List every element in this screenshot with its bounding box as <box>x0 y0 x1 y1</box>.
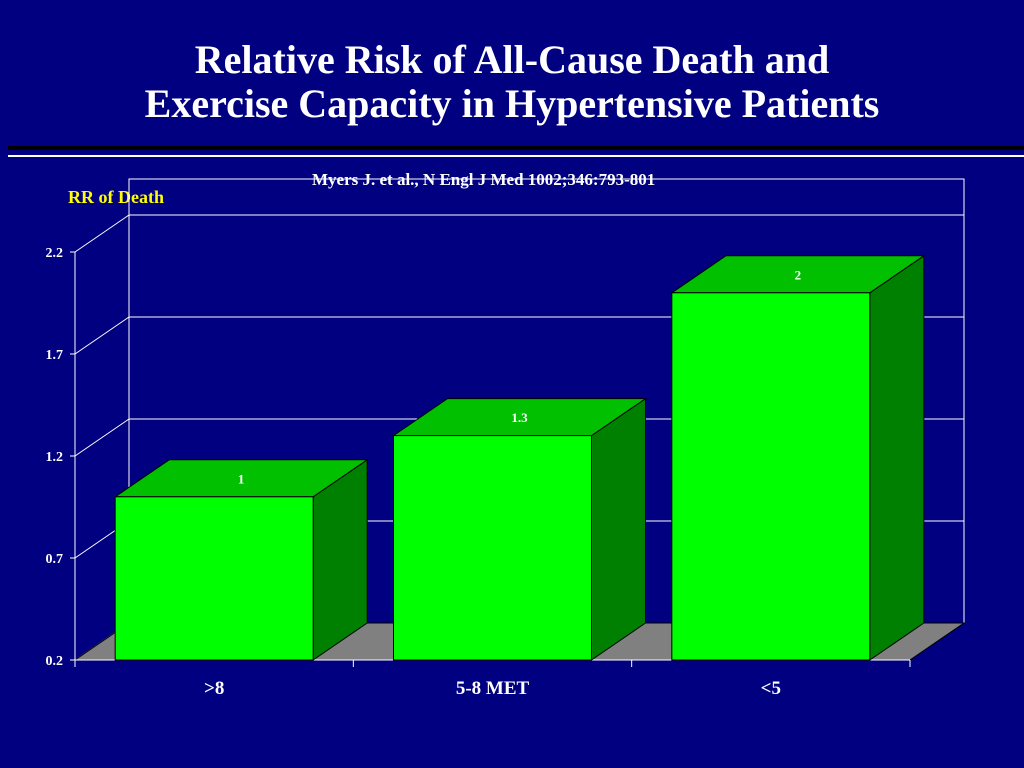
y-tick-label: 1.7 <box>46 348 64 363</box>
title-line-1: Relative Risk of All-Cause Death and <box>194 37 830 82</box>
bar-data-label: 2 <box>795 267 802 282</box>
bar-side <box>869 254 925 661</box>
bar-data-label: 1.3 <box>511 410 528 425</box>
y-axis-title: RR of Death <box>68 187 164 207</box>
y-tick-label: 0.7 <box>46 552 64 567</box>
x-category-label: <5 <box>761 678 781 699</box>
title-divider-dark <box>8 146 1024 150</box>
bar-data-label: 1 <box>238 471 245 486</box>
title-line-2: Exercise Capacity in Hypertensive Patien… <box>144 81 880 126</box>
bar-side <box>591 397 646 661</box>
back-wall-frame <box>128 178 965 623</box>
title-divider-light <box>8 155 1024 157</box>
bar <box>114 496 314 661</box>
gridline-side <box>74 214 130 253</box>
gridline-side <box>74 316 130 355</box>
y-tick-label: 1.2 <box>46 450 64 465</box>
y-tick-label: 0.2 <box>46 654 64 669</box>
bar <box>393 435 592 661</box>
x-category-label: >8 <box>204 678 224 699</box>
bar <box>671 292 871 661</box>
y-tick-label: 2.2 <box>46 246 64 261</box>
gridline-side <box>74 418 130 457</box>
slide-title: Relative Risk of All-Cause Death and Exe… <box>0 38 1024 126</box>
x-category-label: 5-8 MET <box>456 678 530 699</box>
